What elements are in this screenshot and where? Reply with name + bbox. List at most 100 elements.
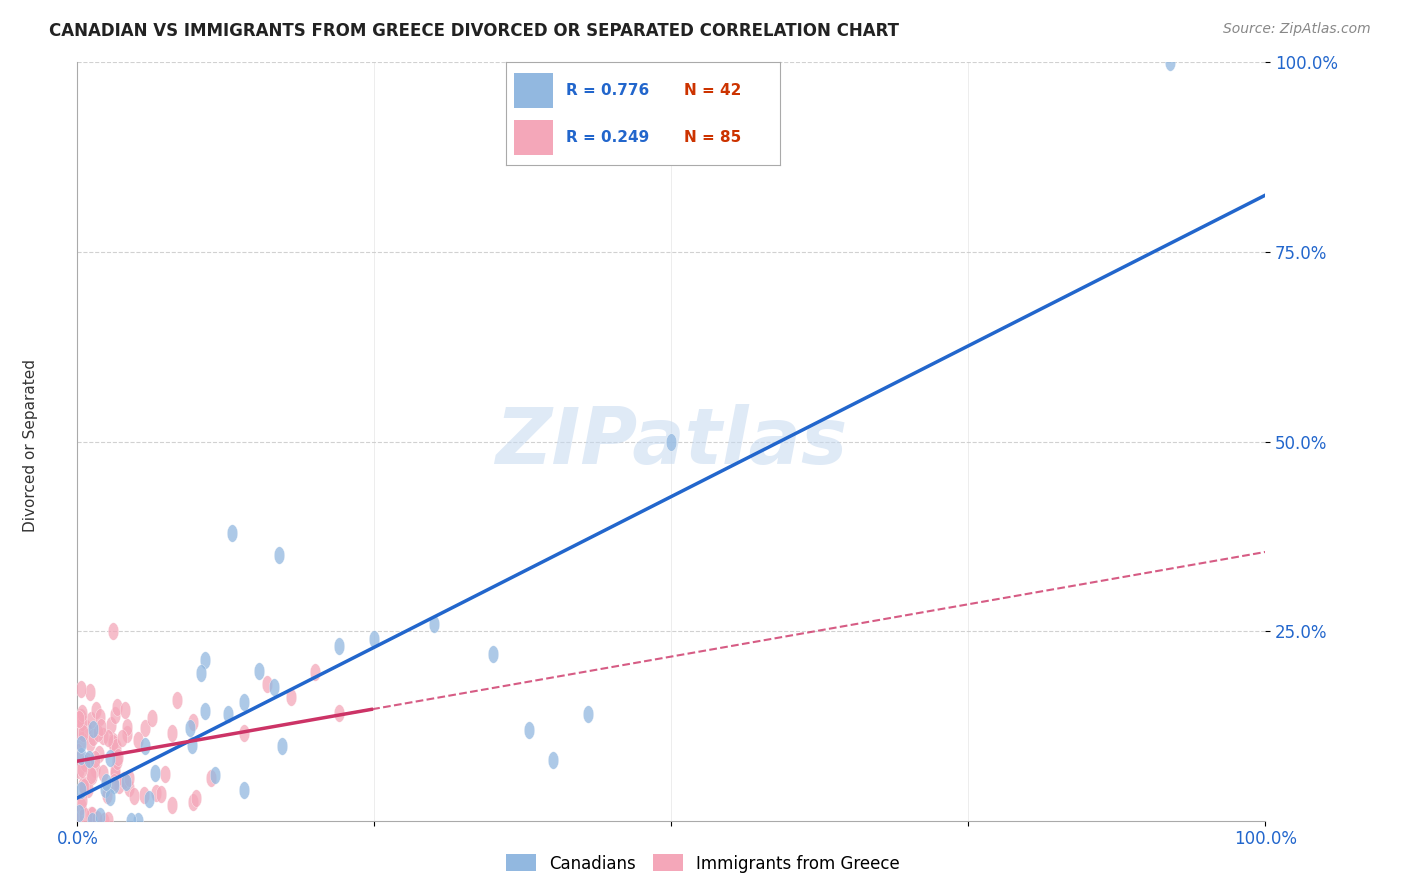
Text: ZIPatlas: ZIPatlas xyxy=(495,403,848,480)
Point xyxy=(118,781,141,796)
Point xyxy=(576,707,599,722)
Point xyxy=(517,723,540,737)
Point xyxy=(162,798,184,813)
Point xyxy=(232,726,254,740)
Point xyxy=(127,814,149,828)
Point xyxy=(104,707,127,722)
Point xyxy=(138,792,160,806)
FancyBboxPatch shape xyxy=(515,73,553,108)
Point xyxy=(96,731,118,745)
Point xyxy=(100,718,122,732)
Point xyxy=(67,805,90,820)
Point xyxy=(179,721,201,735)
Point xyxy=(79,808,101,822)
Point xyxy=(73,756,96,771)
Point xyxy=(270,739,292,753)
Point xyxy=(67,712,90,726)
Point xyxy=(89,809,111,823)
Point xyxy=(101,733,124,747)
Point xyxy=(82,814,104,828)
Point xyxy=(232,695,254,709)
Point xyxy=(80,713,103,727)
Point xyxy=(104,740,127,755)
Point xyxy=(232,783,254,797)
Point xyxy=(79,685,101,699)
Point xyxy=(166,693,188,707)
Point xyxy=(91,766,114,780)
Point xyxy=(70,799,93,814)
Point xyxy=(72,762,94,776)
Point xyxy=(423,616,446,631)
Point xyxy=(482,647,505,661)
Point xyxy=(82,731,104,745)
Point xyxy=(1159,55,1181,70)
Point xyxy=(127,732,149,747)
Point xyxy=(90,720,112,734)
Point xyxy=(194,653,217,667)
Point xyxy=(204,768,226,782)
Point xyxy=(76,781,98,796)
Point xyxy=(67,746,90,760)
Point xyxy=(94,782,117,797)
Point xyxy=(84,703,107,717)
Point xyxy=(150,787,173,801)
Point xyxy=(96,789,118,803)
Point xyxy=(124,789,146,804)
Text: R = 0.776: R = 0.776 xyxy=(567,83,650,97)
Point xyxy=(100,789,122,804)
Point xyxy=(181,714,204,729)
Point xyxy=(72,808,94,822)
Point xyxy=(91,729,114,743)
Point xyxy=(89,710,111,724)
Point xyxy=(104,764,127,778)
Point xyxy=(107,700,129,714)
Text: Source: ZipAtlas.com: Source: ZipAtlas.com xyxy=(1223,22,1371,37)
Point xyxy=(363,632,385,646)
Text: R = 0.249: R = 0.249 xyxy=(567,130,650,145)
Point xyxy=(94,775,117,789)
Point xyxy=(200,772,222,786)
Point xyxy=(280,690,302,704)
Point xyxy=(186,791,208,805)
Point xyxy=(661,434,683,449)
Point xyxy=(75,721,97,735)
Point xyxy=(112,772,135,787)
Point xyxy=(83,763,105,777)
Point xyxy=(132,788,155,802)
Point xyxy=(103,775,125,789)
Point xyxy=(193,705,215,719)
Point xyxy=(115,720,138,734)
Point xyxy=(304,665,326,679)
Point xyxy=(103,778,125,792)
Point xyxy=(190,665,212,680)
Point xyxy=(101,736,124,750)
Point xyxy=(120,814,142,828)
Point xyxy=(67,763,90,777)
Point xyxy=(93,814,115,828)
Point xyxy=(80,769,103,783)
Point xyxy=(69,681,91,696)
Point xyxy=(73,780,96,794)
Point xyxy=(247,664,270,678)
Point xyxy=(114,703,136,717)
Point xyxy=(217,706,239,721)
Point xyxy=(70,782,93,797)
Text: N = 42: N = 42 xyxy=(685,83,742,97)
Text: N = 85: N = 85 xyxy=(685,130,741,145)
Point xyxy=(221,525,243,540)
Legend: Canadians, Immigrants from Greece: Canadians, Immigrants from Greece xyxy=(499,847,907,880)
Point xyxy=(70,792,93,806)
Point xyxy=(69,710,91,724)
Point xyxy=(118,771,141,785)
Point xyxy=(66,712,89,726)
Point xyxy=(86,812,108,826)
Point xyxy=(82,722,104,736)
Point xyxy=(111,731,134,745)
Point xyxy=(69,738,91,752)
Point xyxy=(153,767,176,781)
Point xyxy=(328,639,350,653)
Point xyxy=(105,754,128,768)
Point xyxy=(76,754,98,768)
Point xyxy=(263,680,285,694)
Point xyxy=(86,726,108,740)
